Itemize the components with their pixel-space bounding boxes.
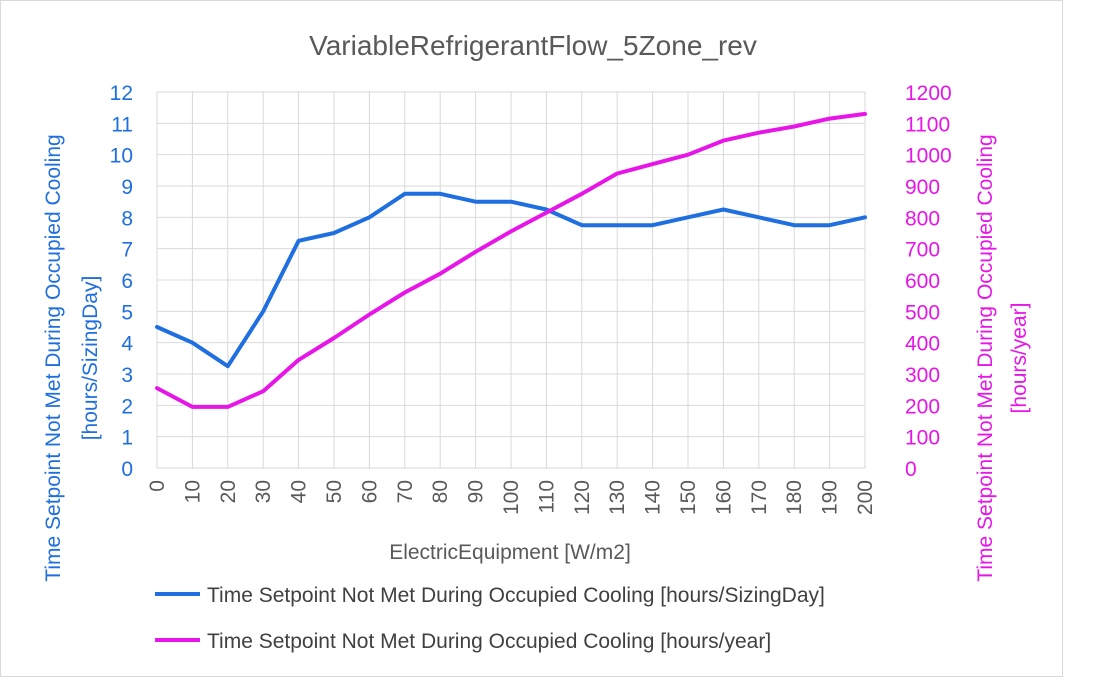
right-tick-label: 1200	[905, 82, 952, 105]
x-tick-label: 70	[394, 480, 417, 503]
legend-label-year: Time Setpoint Not Met During Occupied Co…	[207, 630, 771, 653]
x-tick-label: 0	[146, 480, 169, 492]
x-tick-label: 90	[465, 480, 488, 503]
x-tick-label: 150	[677, 480, 700, 515]
right-tick-label: 0	[905, 458, 917, 481]
legend-label-sizingday: Time Setpoint Not Met During Occupied Co…	[207, 584, 825, 607]
right-axis-label-units: [hours/year]	[1008, 303, 1031, 414]
right-tick-label: 600	[905, 270, 940, 293]
left-tick-label: 11	[111, 113, 133, 136]
left-axis-label: Time Setpoint Not Met During Occupied Co…	[42, 134, 65, 581]
left-axis-label-line1: Time Setpoint Not Met During Occupied Co…	[42, 134, 65, 581]
left-tick-label: 6	[121, 270, 133, 293]
right-tick-label: 1100	[905, 113, 950, 136]
left-tick-label: 7	[121, 239, 133, 262]
x-tick-label: 170	[748, 480, 771, 515]
right-tick-label: 400	[905, 333, 940, 356]
right-axis-label: Time Setpoint Not Met During Occupied Co…	[974, 134, 997, 581]
right-tick-label: 500	[905, 301, 940, 324]
x-tick-label: 180	[783, 480, 806, 515]
x-tick-label: 60	[358, 480, 381, 503]
left-tick-label: 3	[121, 364, 133, 387]
x-tick-label: 200	[854, 480, 877, 515]
right-tick-label: 900	[905, 176, 940, 199]
x-tick-label: 100	[500, 480, 523, 515]
x-tick-label: 10	[181, 480, 204, 503]
x-tick-label: 110	[535, 480, 558, 513]
x-tick-label: 120	[571, 480, 594, 515]
x-tick-label: 160	[712, 480, 735, 515]
right-tick-label: 100	[905, 427, 940, 450]
left-tick-label: 1	[121, 427, 133, 450]
x-tick-label: 20	[217, 480, 240, 503]
left-tick-label: 10	[110, 145, 133, 168]
x-tick-label: 30	[252, 480, 275, 503]
left-tick-label: 9	[121, 176, 133, 199]
left-tick-label: 12	[110, 82, 133, 105]
x-axis-label: ElectricEquipment [W/m2]	[389, 541, 631, 564]
chart-border	[1, 1, 1063, 677]
left-tick-label: 5	[121, 301, 133, 324]
right-tick-label: 1000	[905, 145, 952, 168]
right-tick-label: 300	[905, 364, 940, 387]
right-tick-label: 700	[905, 239, 940, 262]
x-tick-label: 190	[819, 480, 842, 515]
right-tick-label: 200	[905, 395, 940, 418]
left-tick-label: 2	[121, 395, 133, 418]
x-tick-label: 40	[288, 480, 311, 503]
gridlines	[157, 92, 865, 468]
x-tick-label: 50	[323, 480, 346, 503]
x-tick-label: 140	[642, 480, 665, 515]
left-axis-label-units: [hours/SizingDay]	[79, 276, 102, 441]
left-tick-label: 8	[121, 207, 133, 230]
left-tick-label: 0	[121, 458, 133, 481]
chart-title: VariableRefrigerantFlow_5Zone_rev	[309, 30, 757, 61]
x-tick-label: 80	[429, 480, 452, 503]
x-tick-label: 130	[606, 480, 629, 515]
left-tick-label: 4	[121, 333, 133, 356]
right-tick-label: 800	[905, 207, 940, 230]
